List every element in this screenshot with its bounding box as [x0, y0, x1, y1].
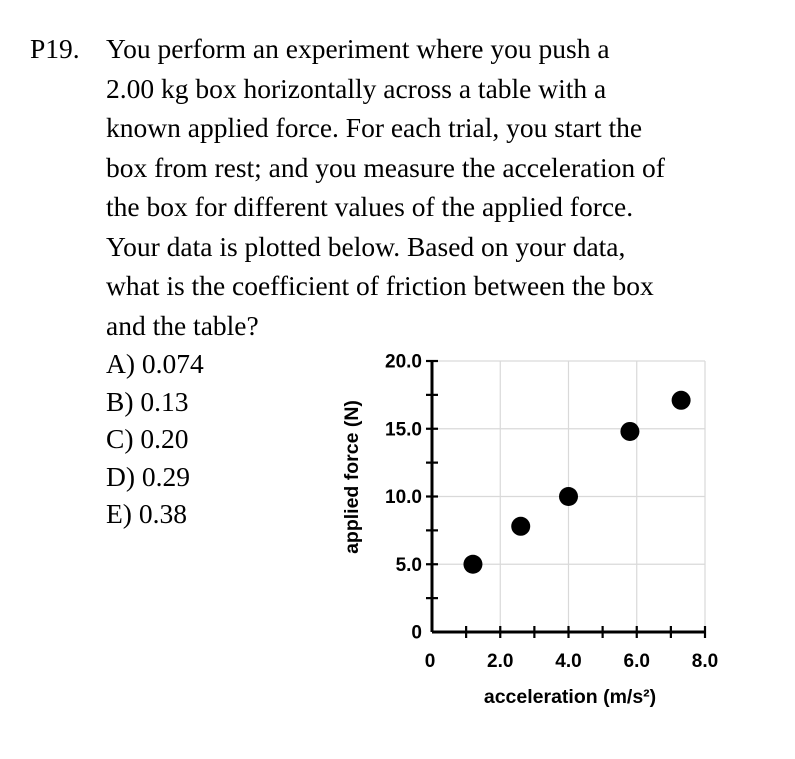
- data-point: [671, 390, 691, 410]
- answer-choices: A) 0.074 B) 0.13 C) 0.20 D) 0.29 E) 0.38: [106, 345, 204, 533]
- question-text: You perform an experiment where you push…: [106, 29, 776, 345]
- choice-a[interactable]: A) 0.074: [106, 348, 204, 379]
- x-axis-label: acceleration (m/s²): [484, 686, 656, 708]
- y-tick-label: 15.0: [385, 419, 422, 440]
- x-tick-label: 8.0: [692, 651, 718, 672]
- y-tick-label: 10.0: [385, 487, 422, 508]
- y-axis-label: applied force (N): [341, 400, 363, 554]
- choice-e[interactable]: E) 0.38: [106, 498, 187, 529]
- y-tick-label: 20.0: [385, 352, 422, 373]
- tick-labels: 0 2.0 4.0 6.0 8.0 0 5.0 10.0 15.0 20.0: [385, 352, 718, 673]
- question-line: Your data is plotted below. Based on you…: [106, 230, 626, 262]
- data-point: [620, 421, 640, 441]
- data-point: [463, 554, 483, 574]
- choice-c[interactable]: C) 0.20: [106, 423, 189, 454]
- choice-d[interactable]: D) 0.29: [106, 460, 191, 492]
- data-points: [463, 390, 691, 574]
- question-line: the box for different values of the appl…: [106, 191, 634, 222]
- question-line: known applied force. For each trial, you…: [106, 112, 643, 143]
- data-point: [559, 487, 578, 506]
- y-tick-label: 5.0: [396, 555, 422, 576]
- x-tick-label: 4.0: [555, 651, 581, 672]
- question-line: You perform an experiment where you push…: [106, 33, 610, 64]
- problem-number: P19.: [30, 33, 80, 64]
- data-point: [511, 516, 531, 536]
- x-tick-label: 6.0: [624, 651, 650, 672]
- choice-b[interactable]: B) 0.13: [106, 385, 189, 417]
- question-line: box from rest; and you measure the accel…: [106, 151, 665, 183]
- tick-marks: [426, 359, 707, 638]
- y-tick-label: 0: [411, 623, 422, 644]
- x-tick-label: 0: [425, 651, 436, 672]
- question-line: what is the coefficient of friction betw…: [106, 270, 654, 301]
- x-tick-label: 2.0: [487, 651, 513, 672]
- question-line: 2.00 kg box horizontally across a table …: [106, 72, 607, 104]
- question-line: and the table?: [106, 309, 259, 341]
